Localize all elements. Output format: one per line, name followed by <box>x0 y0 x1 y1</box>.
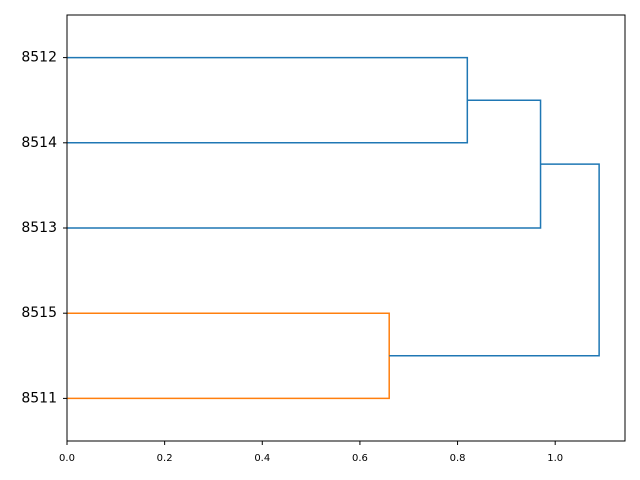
x-tick-label: 0.4 <box>254 453 270 464</box>
x-tick-label: 1.0 <box>547 453 563 464</box>
x-tick-label: 0.8 <box>450 453 466 464</box>
x-tick-label: 0.0 <box>59 453 75 464</box>
x-tick-label: 0.2 <box>157 453 173 464</box>
dendrogram-link <box>67 99 542 229</box>
y-tick-label: 8514 <box>21 135 57 151</box>
y-tick-label: 8512 <box>21 50 57 66</box>
dendrogram-link <box>389 163 600 357</box>
y-tick-label: 8513 <box>21 220 57 236</box>
y-tick-label: 8511 <box>21 390 57 406</box>
plot-frame <box>66 14 626 442</box>
x-tick-label: 0.6 <box>352 453 368 464</box>
y-tick-label: 8515 <box>21 305 57 321</box>
